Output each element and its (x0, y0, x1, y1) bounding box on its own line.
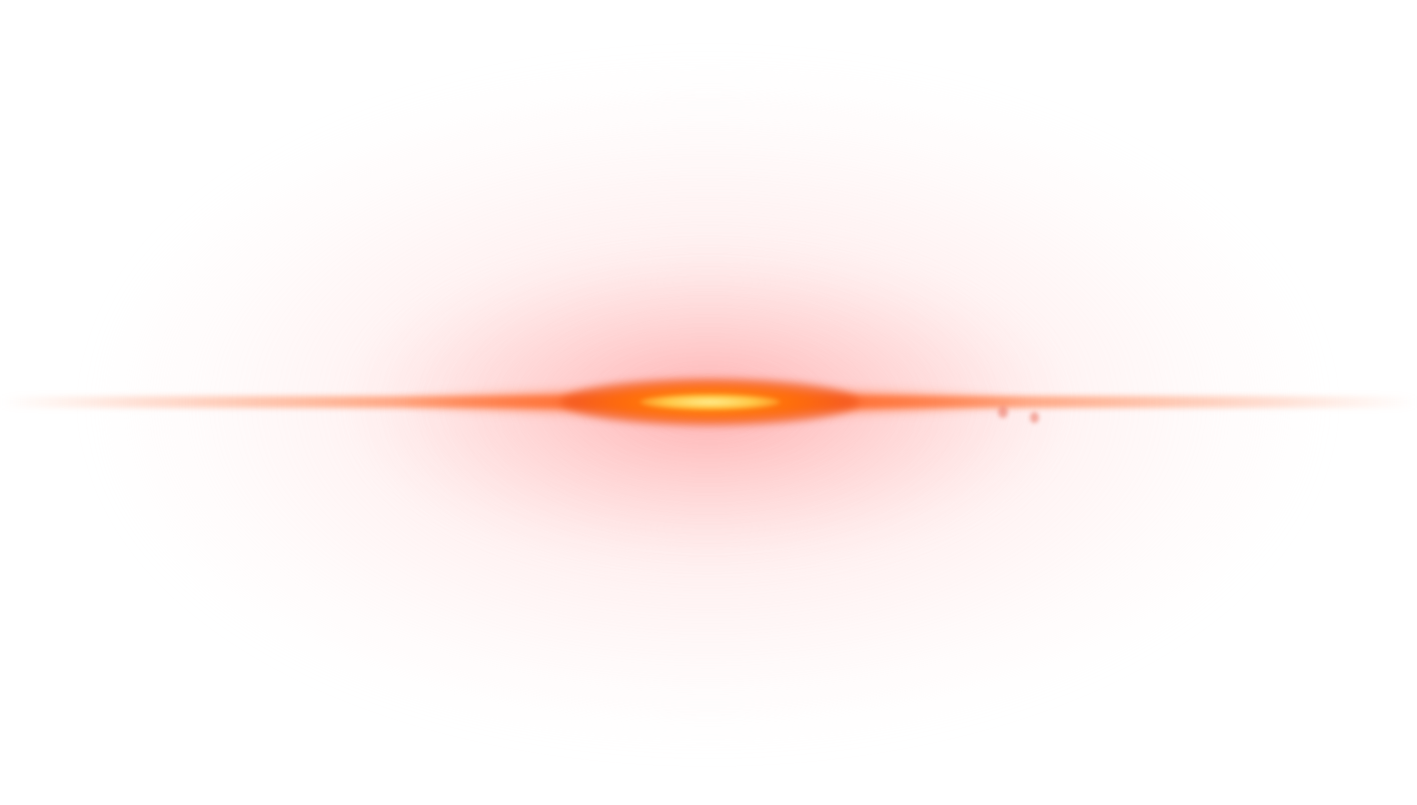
flare-speck (1030, 412, 1039, 423)
flare-speck (998, 406, 1008, 418)
streak-glow (400, 388, 1020, 416)
inner-haze (358, 255, 1058, 555)
outer-haze (108, 75, 1308, 735)
horizontal-streak (0, 396, 1417, 408)
flare-core-highlight (640, 394, 780, 410)
flare-core-glow (560, 378, 860, 426)
